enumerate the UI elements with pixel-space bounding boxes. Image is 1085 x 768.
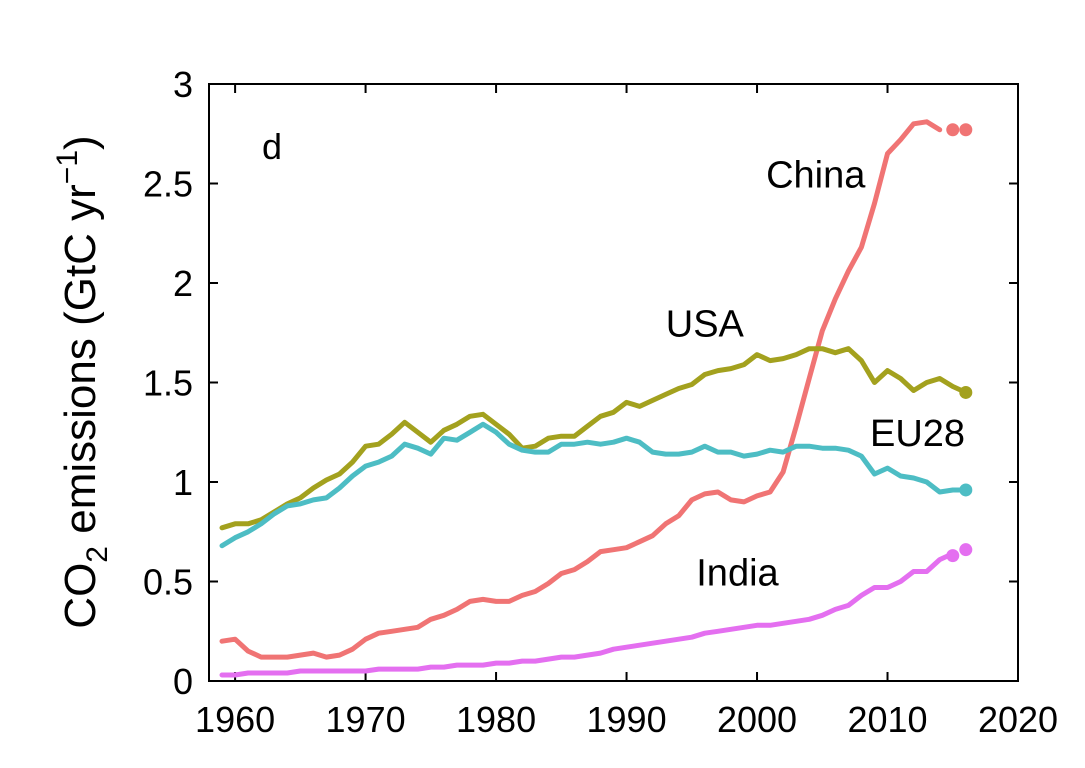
axis-ticks xyxy=(209,83,1019,682)
annotation-china: China xyxy=(766,154,866,196)
projection-point-china-1 xyxy=(959,123,973,137)
projection-markers xyxy=(946,123,973,563)
projection-point-india-0 xyxy=(946,549,960,563)
series-line-eu28 xyxy=(219,421,969,549)
projection-point-usa-0 xyxy=(959,385,973,399)
x-tick-label-1990: 1990 xyxy=(587,699,667,740)
annotation-usa: USA xyxy=(666,304,745,346)
y-tick-label-3: 1.5 xyxy=(143,363,193,404)
x-tick-label-2020: 2020 xyxy=(978,699,1058,740)
x-tick-labels: 1960 1970 1980 1990 2000 2010 2020 xyxy=(195,699,1058,740)
series-annotations: China USA EU28 India xyxy=(666,154,965,594)
x-tick-label-2010: 2010 xyxy=(847,699,927,740)
y-axis-label-superscript: −1 xyxy=(51,150,84,184)
y-tick-label-5: 2.5 xyxy=(143,164,193,205)
y-axis-label-main: CO xyxy=(56,563,105,629)
x-tick-label-1960: 1960 xyxy=(195,699,275,740)
y-tick-label-1: 0.5 xyxy=(143,562,193,603)
y-tick-label-0: 0 xyxy=(173,661,193,702)
y-tick-label-6: 3 xyxy=(173,64,193,105)
y-axis-label-subscript: 2 xyxy=(81,546,114,563)
annotation-india: India xyxy=(696,552,779,594)
projection-point-china-0 xyxy=(946,123,960,137)
series-line-china xyxy=(219,119,943,660)
y-tick-label-2: 1 xyxy=(173,462,193,503)
y-tick-labels: 0 0.5 1 1.5 2 2.5 3 xyxy=(143,64,193,702)
projection-point-india-1 xyxy=(959,543,973,557)
x-tick-label-1980: 1980 xyxy=(456,699,536,740)
y-axis-label-rest: emissions (GtC yr xyxy=(56,184,105,546)
panel-label: d xyxy=(262,126,282,167)
y-tick-label-4: 2 xyxy=(173,263,193,304)
series-line-usa xyxy=(219,346,969,531)
series-lines xyxy=(219,119,969,678)
y-axis-label: CO2 emissions (GtC yr−1) xyxy=(51,135,114,628)
x-tick-label-2000: 2000 xyxy=(717,699,797,740)
annotation-eu28: EU28 xyxy=(870,413,965,455)
y-axis-label-close: ) xyxy=(56,135,105,150)
series-line-india xyxy=(219,551,956,678)
x-tick-label-1970: 1970 xyxy=(326,699,406,740)
plot-frame xyxy=(208,83,1019,682)
projection-point-eu28-0 xyxy=(959,483,973,497)
